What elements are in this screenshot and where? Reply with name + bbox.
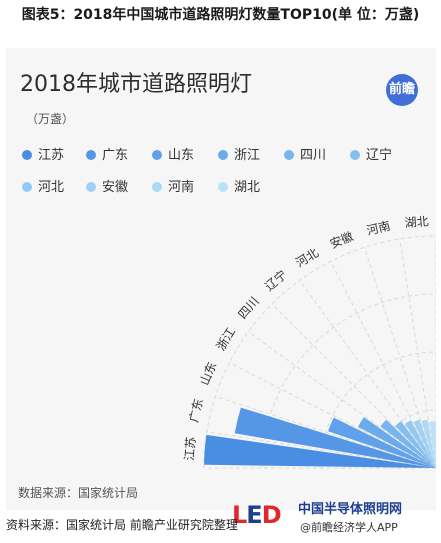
radial-gridline: [229, 362, 436, 469]
category-label: 广东: [187, 397, 206, 424]
legend-swatch: [22, 150, 32, 160]
legend-item: 安徽: [86, 176, 128, 195]
bar-江苏: [204, 434, 436, 468]
bar-辽宁: [395, 421, 436, 468]
radial-gridline: [206, 431, 436, 469]
category-label: 河南: [365, 218, 392, 238]
radial-gridline: [363, 247, 436, 469]
bar-河北: [404, 420, 436, 468]
chart-title: 2018年城市道路照明灯: [20, 72, 252, 97]
radial-gridline: [248, 331, 436, 469]
radial-gridline: [271, 303, 436, 469]
bar-浙江: [357, 417, 436, 468]
radial-gridline: [330, 261, 436, 469]
category-label: 辽宁: [262, 267, 290, 294]
led-logo-l: L: [232, 501, 247, 529]
legend-label: 河北: [38, 180, 65, 195]
category-label: 河北: [293, 246, 321, 270]
legend-label: 安徽: [102, 180, 129, 195]
legend-swatch: [284, 150, 294, 160]
legend-item: 江苏: [22, 144, 64, 163]
legend-label: 江苏: [38, 148, 65, 163]
led-logo-d: D: [261, 501, 282, 529]
chart-card: 2018年城市道路照明灯 （万盏） 前瞻 江苏 广东 山东 浙江 四川 辽宁 河北 安徽 河南湖…: [6, 48, 436, 510]
legend-swatch: [152, 182, 162, 192]
category-label: 浙江: [214, 325, 238, 353]
legend-item: 山东: [152, 144, 194, 163]
source-inner: 数据来源：国家统计局: [18, 486, 139, 500]
legend-item: 河南: [152, 176, 194, 195]
bar-山东: [328, 417, 436, 468]
bar-安徽: [413, 419, 436, 468]
legend-label: 辽宁: [366, 148, 393, 163]
legend-label: 湖北: [234, 180, 261, 195]
legend-swatch: [152, 150, 162, 160]
legend-label: 广东: [102, 148, 129, 163]
legend-item: 四川: [284, 144, 326, 163]
legend-label: 四川: [300, 148, 327, 163]
bar-广东: [234, 407, 436, 468]
legend-swatch: [218, 182, 228, 192]
legend-label: 河南: [168, 180, 195, 195]
bar-四川: [380, 419, 436, 468]
category-label: 安徽: [328, 228, 356, 251]
legend-item: 湖北: [218, 176, 260, 195]
chart-unit: （万盏）: [26, 112, 75, 126]
legend-item: 广东: [86, 144, 128, 163]
legend-swatch: [22, 182, 32, 192]
category-label: 湖北: [404, 213, 429, 230]
source-outer: 资料来源：国家统计局 前瞻产业研究院整理: [6, 518, 238, 532]
legend-label: 浙江: [234, 148, 261, 163]
legend-swatch: [350, 150, 360, 160]
site-name: 中国半导体照明网: [298, 502, 403, 517]
radial-gridline: [215, 395, 436, 469]
radial-gridline: [399, 238, 436, 469]
figure-title: 图表5：2018年中国城市道路照明灯数量TOP10(单 位：万盏): [21, 7, 420, 23]
legend-swatch: [86, 182, 96, 192]
legend-label: 山东: [168, 148, 195, 163]
led-logo: LED: [232, 501, 282, 529]
category-label: 四川: [235, 294, 261, 321]
legend-swatch: [86, 150, 96, 160]
legend-item: 辽宁: [350, 144, 392, 163]
legend-item: 河北: [22, 176, 64, 195]
led-logo-e: E: [246, 501, 262, 529]
bar-河南: [421, 419, 436, 468]
category-label: 江苏: [182, 436, 198, 461]
brand-logo-badge: 前瞻: [386, 74, 418, 106]
category-label: 山东: [197, 360, 219, 388]
radial-gridline: [299, 280, 436, 469]
bar-湖北: [429, 421, 436, 468]
legend-swatch: [218, 150, 228, 160]
wechat-handle: @前瞻经济学人APP: [300, 521, 398, 534]
legend-item: 浙江: [218, 144, 260, 163]
